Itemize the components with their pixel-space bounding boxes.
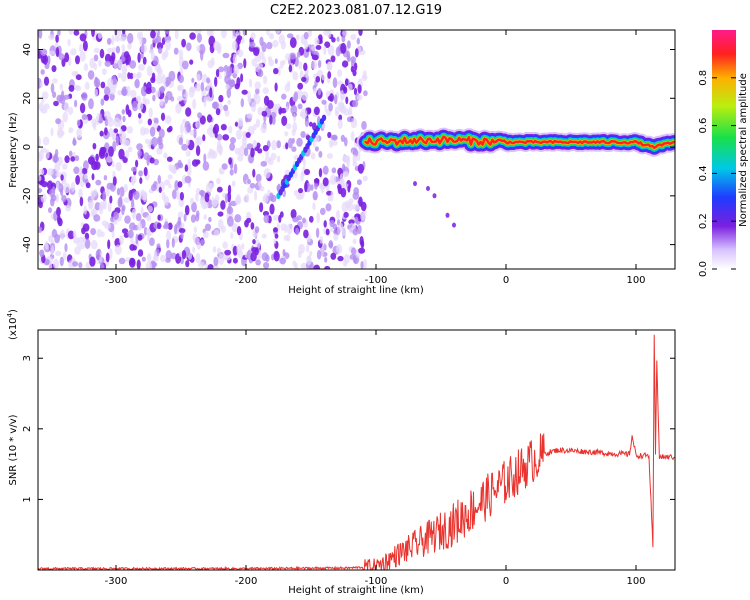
colorbar-tick-label: 0.0 (698, 261, 709, 277)
snr-x-label: Height of straight line (km) (288, 585, 424, 596)
colorbar-tick-label: 0.2 (698, 213, 709, 229)
spectrogram-y-ticks: -40 -20 0 20 40 (22, 43, 675, 253)
spectrogram-frame (37, 29, 676, 270)
figure-title: C2E2.2023.081.07.12.G19 (270, 3, 442, 18)
snr-y-scale-label: (x104) (6, 309, 19, 340)
spectrogram-y-tick-label: 20 (22, 92, 33, 105)
snr-y-ticks: 1 2 3 (22, 355, 675, 503)
snr-series-line (38, 334, 675, 570)
snr-scale-prefix: (x10 (8, 317, 19, 340)
colorbar: 0.0 0.2 0.4 0.6 0.8 Normalized spectral ampl… (698, 30, 749, 277)
snr-scale-suffix: ) (8, 309, 19, 313)
snr-y-tick-label: 1 (22, 496, 33, 502)
colorbar-tick-label: 0.6 (698, 118, 709, 134)
spectrogram-x-ticks: -300 -200 -100 0 100 (105, 30, 646, 286)
spectrogram-y-tick-label: 0 (22, 144, 33, 150)
spectrogram-x-tick-label: -300 (105, 275, 128, 286)
snr-x-ticks: -300 -200 -100 0 100 (105, 330, 646, 587)
snr-x-tick-label: -300 (105, 576, 128, 587)
spectrogram-x-tick-label: -200 (235, 275, 258, 286)
spectrogram-y-label: Frequency (Hz) (8, 112, 19, 188)
snr-x-tick-label: -100 (365, 576, 388, 587)
colorbar-ticks: 0.0 0.2 0.4 0.6 0.8 (698, 70, 736, 277)
snr-scale-exponent: 4 (6, 312, 14, 317)
snr-y-tick-label: 2 (22, 426, 33, 432)
colorbar-gradient (712, 30, 736, 269)
snr-frame (37, 329, 676, 571)
spectrogram-y-tick-label: -40 (22, 236, 33, 252)
snr-y-label: SNR (10 * v/v) (8, 414, 19, 485)
signal-band (356, 127, 675, 157)
signal-band-layer-6 (364, 135, 675, 149)
spectrogram-x-label: Height of straight line (km) (288, 285, 424, 296)
spectrogram-marks (38, 30, 675, 269)
snr-panel: -300 -200 -100 0 100 1 2 3 Height of straight … (6, 309, 676, 596)
signal-trail (413, 181, 456, 228)
colorbar-tick-label: 0.4 (698, 165, 709, 181)
snr-x-tick-label: -200 (235, 576, 258, 587)
spectrogram-x-tick-label: 100 (626, 275, 645, 286)
snr-x-tick-label: 100 (626, 576, 645, 587)
snr-x-tick-label: 0 (503, 576, 509, 587)
spectrogram-y-tick-label: 40 (22, 43, 33, 56)
spectrogram-y-tick-label: -20 (22, 188, 33, 204)
colorbar-tick-label: 0.8 (698, 70, 709, 86)
spectrogram-x-tick-label: 0 (503, 275, 509, 286)
svg-text:(x104): (x104) (6, 309, 19, 340)
snr-y-tick-label: 3 (22, 355, 33, 361)
spectrogram-x-tick-label: -100 (365, 275, 388, 286)
diagonal-feature (276, 114, 327, 199)
colorbar-label: Normalized spectral amplitude (738, 73, 749, 227)
